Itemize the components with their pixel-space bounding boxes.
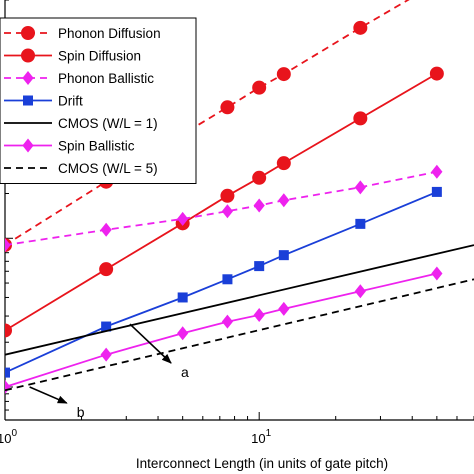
series-point: [278, 301, 290, 316]
series-point: [5, 380, 11, 395]
x-tick-exponent: 1: [266, 428, 272, 439]
series-line: [5, 278, 474, 392]
series-point: [252, 80, 267, 95]
legend-label: Phonon Ballistic: [58, 71, 154, 86]
legend-entry: Spin Ballistic: [4, 138, 135, 154]
series-point: [177, 211, 189, 226]
series-point: [222, 274, 233, 285]
series-point: [5, 367, 10, 378]
legend-swatch-marker: [22, 71, 34, 85]
legend-entry: CMOS (W/L = 1): [4, 116, 158, 131]
series-point: [431, 164, 443, 179]
series-point: [254, 261, 265, 272]
series-point: [429, 66, 444, 81]
series-point: [253, 198, 265, 213]
legend-entry: Phonon Diffusion: [4, 26, 161, 41]
series-point: [353, 20, 368, 35]
x-tick-base: 10: [0, 431, 11, 446]
series-point: [220, 100, 235, 115]
series-1: [5, 66, 444, 338]
series-line: [5, 191, 438, 374]
series-line: [5, 244, 474, 356]
series-point: [276, 156, 291, 171]
legend-entry: CMOS (W/L = 5): [4, 161, 158, 176]
x-tick-exponent: 0: [11, 428, 17, 439]
legend-label: CMOS (W/L = 1): [58, 116, 158, 131]
x-tick-label: 101: [251, 428, 271, 446]
legend: Phonon Diffusion Spin Diffusion Phonon Bal…: [0, 17, 197, 184]
series-line: [5, 272, 438, 388]
series-point: [278, 250, 289, 261]
series-point: [177, 292, 188, 303]
series-2: [5, 164, 443, 253]
series-3: [5, 186, 442, 378]
series-point: [221, 314, 234, 329]
series-point: [100, 222, 112, 237]
series-point: [5, 238, 11, 253]
series-point: [354, 180, 366, 195]
series-point: [221, 204, 234, 219]
series-6: [5, 278, 474, 392]
legend-label: CMOS (W/L = 5): [58, 161, 158, 176]
x-tick-base: 10: [251, 431, 265, 446]
annotation-label: b: [77, 404, 85, 420]
x-tick-label: 100: [0, 428, 17, 446]
series-point: [252, 170, 267, 185]
series-point: [278, 193, 290, 208]
plot-annotations: ab: [29, 323, 189, 420]
series-point: [354, 284, 366, 299]
legend-swatch-marker: [21, 48, 35, 63]
series-point: [100, 347, 112, 362]
series-point: [101, 321, 112, 332]
legend-label: Spin Diffusion: [58, 49, 141, 64]
series-point: [355, 218, 366, 229]
legend-label: Drift: [58, 94, 83, 109]
legend-entry: Drift: [4, 94, 83, 109]
legend-entry: Phonon Ballistic: [4, 71, 154, 86]
series-point: [99, 262, 114, 277]
series-4: [5, 244, 474, 356]
series-point: [220, 188, 235, 203]
series-point: [177, 326, 189, 341]
legend-swatch-marker: [23, 95, 33, 106]
x-axis-label: Interconnect Length (in units of gate pi…: [136, 456, 388, 471]
series-point: [431, 186, 442, 197]
plot-series: [5, 0, 474, 395]
series-point: [431, 266, 443, 281]
annotation-arrow: [129, 323, 172, 364]
legend-swatch-marker: [21, 26, 35, 40]
x-tick-labels: 100 101: [0, 428, 272, 446]
series-5: [5, 266, 443, 395]
legend-label: Phonon Diffusion: [58, 26, 161, 41]
series-point: [253, 307, 265, 322]
annotation-label: a: [181, 364, 189, 380]
series-point: [353, 111, 368, 126]
legend-swatch-marker: [22, 138, 34, 153]
annotation-arrow: [29, 386, 68, 404]
legend-label: Spin Ballistic: [58, 139, 135, 154]
series-point: [276, 67, 291, 82]
legend-entry: Spin Diffusion: [4, 48, 141, 64]
series-line: [5, 72, 438, 332]
series-point: [5, 323, 12, 338]
series-line: [5, 170, 438, 246]
